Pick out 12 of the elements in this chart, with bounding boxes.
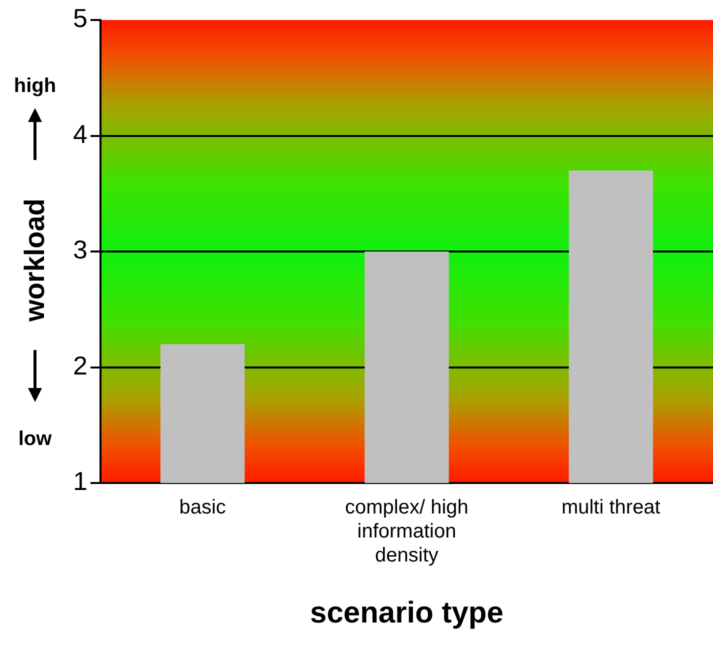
y-tick-label: 3 bbox=[72, 234, 88, 265]
y-tick-label: 1 bbox=[72, 466, 88, 496]
y-tick-label: 5 bbox=[72, 3, 88, 34]
x-tick-label: complex/ high information density bbox=[345, 496, 468, 567]
text: high bbox=[12, 75, 58, 98]
y-tick-label: 4 bbox=[72, 118, 88, 149]
text: low bbox=[17, 428, 53, 451]
x-axis-title: scenario type bbox=[310, 596, 504, 630]
x-tick-label: multi threat bbox=[561, 496, 661, 519]
y-tick-label: 2 bbox=[72, 350, 88, 380]
y-axis-title: workload bbox=[19, 198, 51, 322]
x-tick-label: basic bbox=[179, 496, 226, 519]
